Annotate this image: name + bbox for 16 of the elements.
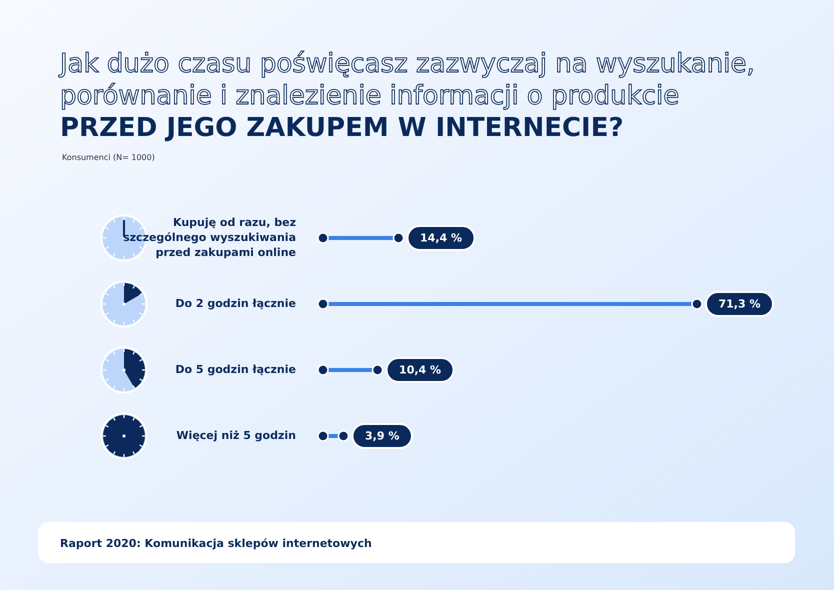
point bbox=[372, 364, 384, 376]
text: Raport 2020: Komunikacja sklepów internetowych bbox=[60, 537, 372, 550]
y-tick-label: Do 5 godzin łącznie bbox=[175, 363, 296, 376]
point bbox=[338, 430, 350, 442]
y-tick-label: Kupuję od razu, bez szczególnego wyszukiwania przed zakupami online bbox=[123, 216, 296, 260]
data-label: 10,4 % bbox=[399, 364, 442, 376]
text: Konsumenci (N= 1000) bbox=[62, 153, 155, 162]
chart-title: Jak dużo czasu poświęcasz zazwyczaj na wyszukanie, porównanie i znalezienie informacji o produkcie bbox=[58, 49, 755, 111]
data-label: 14,4 % bbox=[420, 232, 462, 244]
y-tick-label: Więcej niż 5 godzin bbox=[176, 429, 296, 442]
point bbox=[392, 232, 404, 244]
y-tick-label: Do 2 godzin łącznie bbox=[175, 297, 296, 310]
chart-subtitle: PRZED JEGO ZAKUPEM W INTERNECIE? bbox=[60, 113, 624, 143]
data-label: 71,3 % bbox=[718, 298, 760, 310]
point bbox=[691, 298, 703, 310]
data-label: 3,9 % bbox=[365, 430, 400, 442]
